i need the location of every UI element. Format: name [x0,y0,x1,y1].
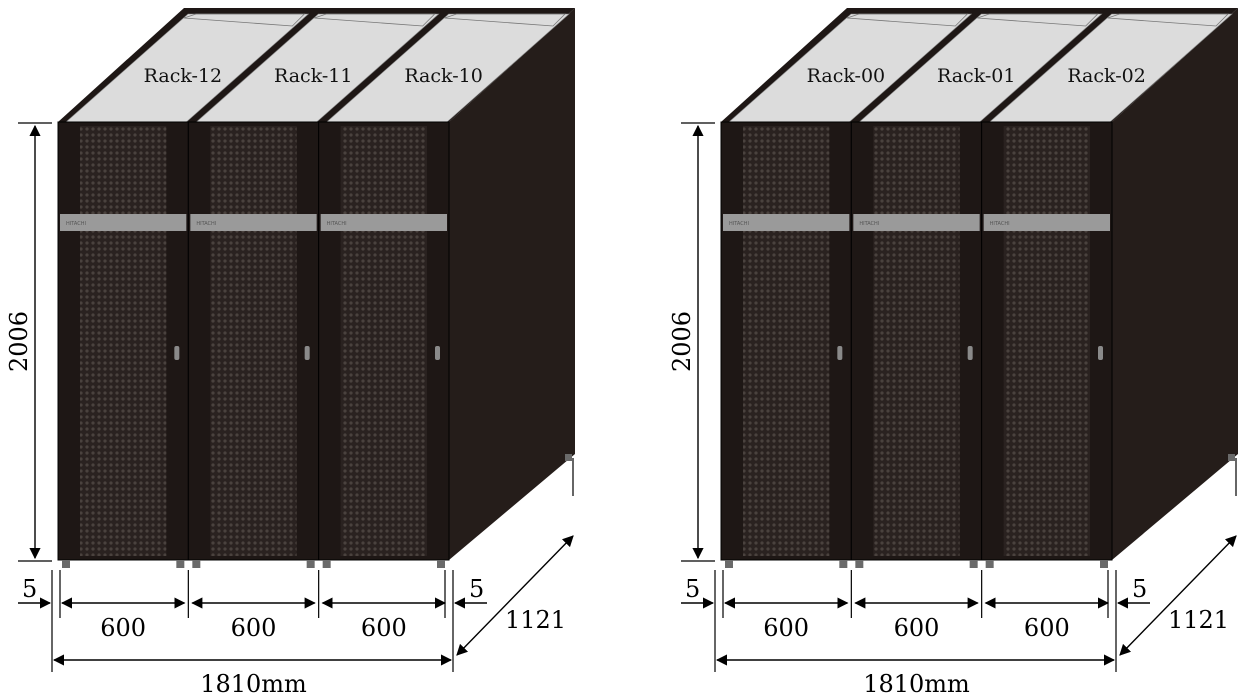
top-vent [1107,13,1229,27]
foot [855,560,864,568]
foot [725,560,733,568]
foot [192,560,201,568]
top-vent [183,13,306,27]
foot [839,560,848,568]
logo-text: HITACHI [327,221,347,227]
foot [1228,454,1235,461]
door-handle [304,346,310,360]
rack-group: HITACHI Rack-00 HITACHI Rack-01 HITACHI Rack-… [668,8,1238,697]
total-width-label: 1810mm [200,670,307,697]
right-gap-label: 5 [1132,575,1147,603]
foot [176,560,185,568]
door-handle [435,346,440,360]
badge-strip [190,214,317,231]
width-label: 600 [100,614,146,642]
top-vent [977,13,1099,27]
logo-text: HITACHI [859,221,879,227]
left-gap-label: 5 [22,575,37,603]
top-vent [314,13,436,27]
foot [565,454,572,461]
top-vent [444,13,566,27]
width-label: 600 [763,614,809,642]
foot [306,560,315,568]
rack-label: Rack-10 [404,65,483,87]
height-label: 2006 [668,311,696,372]
rack-group: HITACHI Rack-12 HITACHI Rack-11 HITACHI Rack-… [5,8,575,697]
right-gap-label: 5 [469,575,484,603]
mesh-door [80,126,167,556]
rack-label: Rack-02 [1067,65,1146,87]
foot [322,560,331,568]
badge-strip [723,214,850,231]
foot [1100,560,1108,568]
rack-label: Rack-12 [144,65,223,87]
foot [985,560,994,568]
door-handle [967,346,973,360]
mesh-door [1003,126,1090,556]
depth-dimension-arrow [456,535,574,656]
badge-strip [60,214,187,231]
width-label: 600 [1024,614,1070,642]
width-label: 600 [231,614,277,642]
logo-text: HITACHI [729,221,749,227]
logo-text: HITACHI [196,221,216,227]
mesh-door [743,126,830,556]
depth-label: 1121 [505,606,566,634]
logo-text: HITACHI [66,221,86,227]
depth-dimension-arrow [1119,535,1237,656]
rack-label: Rack-00 [807,65,886,87]
rack-label: Rack-11 [274,65,353,87]
total-width-label: 1810mm [863,670,970,697]
width-label: 600 [894,614,940,642]
mesh-door [340,126,427,556]
badge-strip [853,214,980,231]
side-panel [1112,8,1238,560]
width-label: 600 [361,614,407,642]
logo-text: HITACHI [990,221,1010,227]
foot [62,560,70,568]
top-vent [846,13,969,27]
foot [437,560,445,568]
door-handle [174,346,180,360]
foot [969,560,978,568]
height-label: 2006 [5,311,33,372]
badge-strip [320,214,447,231]
mesh-door [210,126,297,556]
badge-strip [983,214,1110,231]
mesh-door [873,126,960,556]
side-panel [449,8,575,560]
door-handle [837,346,843,360]
rack-label: Rack-01 [937,65,1016,87]
depth-label: 1121 [1168,606,1229,634]
door-handle [1098,346,1103,360]
left-gap-label: 5 [685,575,700,603]
